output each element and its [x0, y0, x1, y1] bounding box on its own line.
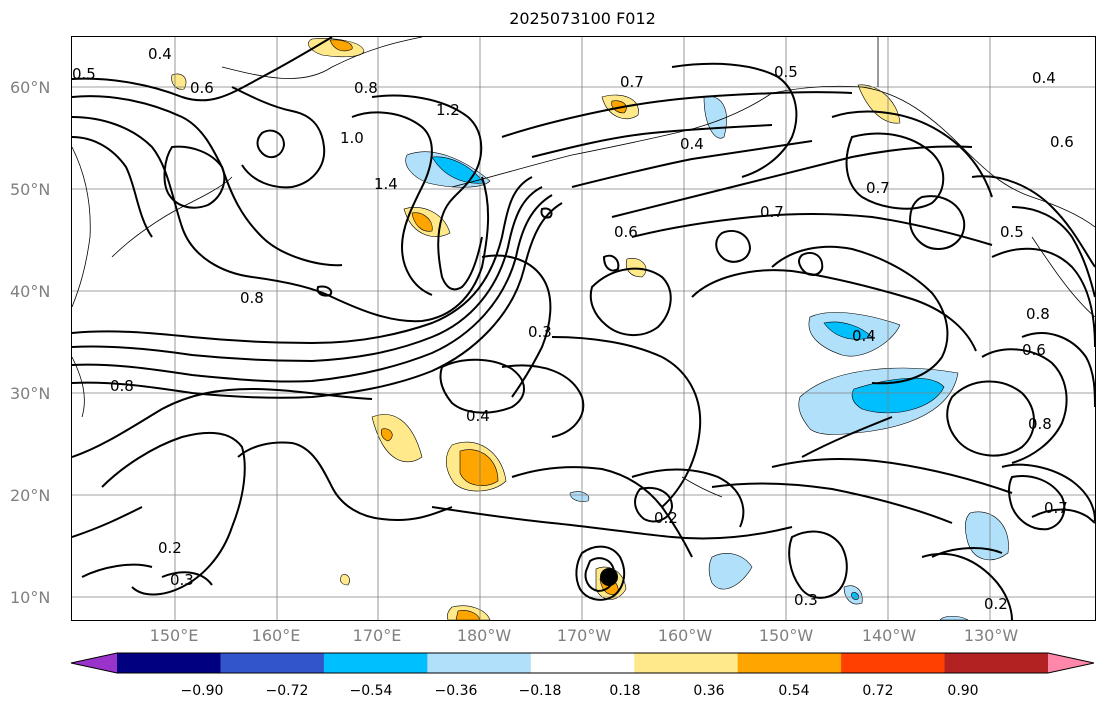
contour-label: 0.5	[1000, 223, 1024, 241]
colorbar-segment	[220, 653, 325, 673]
contour-label: 0.4	[148, 45, 172, 63]
contour-label: 0.7	[760, 203, 784, 221]
colorbar-segment	[323, 653, 428, 673]
contour-label: 0.4	[466, 407, 490, 425]
colorbar-segment	[530, 653, 635, 673]
contour-label: 0.6	[1022, 341, 1046, 359]
colorbar-tick: −0.54	[349, 683, 393, 699]
contour-label: 1.4	[374, 175, 398, 193]
contour-label: 0.6	[614, 223, 638, 241]
lon-label-180w: 180°W	[456, 626, 512, 645]
colorbar-tick: 0.54	[778, 683, 810, 699]
colorbar-tick: −0.18	[518, 683, 562, 699]
contour-label: 0.8	[240, 289, 264, 307]
colorbar-segment	[737, 653, 842, 673]
lon-label-130w: 130°W	[963, 626, 1019, 645]
colorbar-tick: 0.36	[693, 683, 725, 699]
contour-label: 0.3	[170, 571, 194, 589]
contour-label: 0.8	[1026, 305, 1050, 323]
colorbar-segment	[841, 653, 946, 673]
contour-label: 0.8	[110, 377, 134, 395]
storm-center-marker	[600, 568, 618, 586]
contour-label: 0.7	[620, 73, 644, 91]
shaded-anomalies	[171, 38, 1009, 620]
contour-label-group: 0.4 0.5 0.6 0.7 0.8 1.0 1.2 1.4 0.3 0.2 …	[72, 45, 1074, 613]
contour-label: 0.7	[1044, 499, 1068, 517]
lat-label-20n: 20°N	[10, 486, 51, 505]
colorbar-segment	[944, 653, 1049, 673]
contour-label: 0.4	[852, 327, 876, 345]
colorbar-segment	[427, 653, 532, 673]
lat-label-50n: 50°N	[10, 180, 51, 199]
lat-label-10n: 10°N	[10, 588, 51, 607]
lon-label-140w: 140°W	[861, 626, 917, 645]
contour-label: 0.5	[72, 65, 96, 83]
colorbar-tick: −0.72	[265, 683, 309, 699]
colorbar-extend-low	[71, 653, 117, 673]
contour-label: 0.2	[654, 509, 678, 527]
contour-label: 0.2	[158, 539, 182, 557]
lon-label-170e: 170°E	[352, 626, 402, 645]
lon-label-150w: 150°W	[758, 626, 814, 645]
colorbar-segments	[70, 652, 1095, 674]
lon-label-160e: 160°E	[251, 626, 301, 645]
coastlines	[72, 37, 1095, 498]
contour-label: 1.0	[340, 129, 364, 147]
colorbar-tick: −0.90	[180, 683, 224, 699]
contour-label: 0.8	[1028, 415, 1052, 433]
lat-label-40n: 40°N	[10, 282, 51, 301]
map-panel[interactable]: 0.4 0.5 0.6 0.7 0.8 1.0 1.2 1.4 0.3 0.2 …	[71, 36, 1096, 621]
contour-label: 0.5	[774, 63, 798, 81]
colorbar-tick: 0.90	[947, 683, 979, 699]
contour-label: 0.6	[1050, 133, 1074, 151]
lon-label-150e: 150°E	[149, 626, 199, 645]
map-canvas: 0.4 0.5 0.6 0.7 0.8 1.0 1.2 1.4 0.3 0.2 …	[72, 37, 1095, 620]
lon-label-160w: 160°W	[657, 626, 713, 645]
contour-label: 0.7	[866, 179, 890, 197]
contour-label: 0.4	[680, 135, 704, 153]
colorbar-segment	[117, 653, 221, 673]
contour-label: 0.6	[190, 79, 214, 97]
lat-label-60n: 60°N	[10, 78, 51, 97]
contour-label: 1.2	[436, 101, 460, 119]
lon-label-170w: 170°W	[556, 626, 612, 645]
contour-label: 0.2	[984, 595, 1008, 613]
contour-lines	[72, 37, 1095, 620]
contour-label: 0.4	[1032, 69, 1056, 87]
colorbar-tick: −0.36	[434, 683, 478, 699]
colorbar-tick: 0.72	[862, 683, 894, 699]
contour-label: 0.8	[354, 79, 378, 97]
map-title: 2025073100 F012	[509, 9, 656, 28]
graticule	[72, 37, 1095, 620]
colorbar-outline	[70, 652, 1095, 674]
contour-label: 0.3	[794, 591, 818, 609]
colorbar-extend-high	[1048, 653, 1094, 673]
colorbar-tick: 0.18	[609, 683, 641, 699]
lat-label-30n: 30°N	[10, 384, 51, 403]
contour-label: 0.3	[528, 323, 552, 341]
colorbar-segment	[634, 653, 739, 673]
colorbar	[70, 652, 1095, 674]
